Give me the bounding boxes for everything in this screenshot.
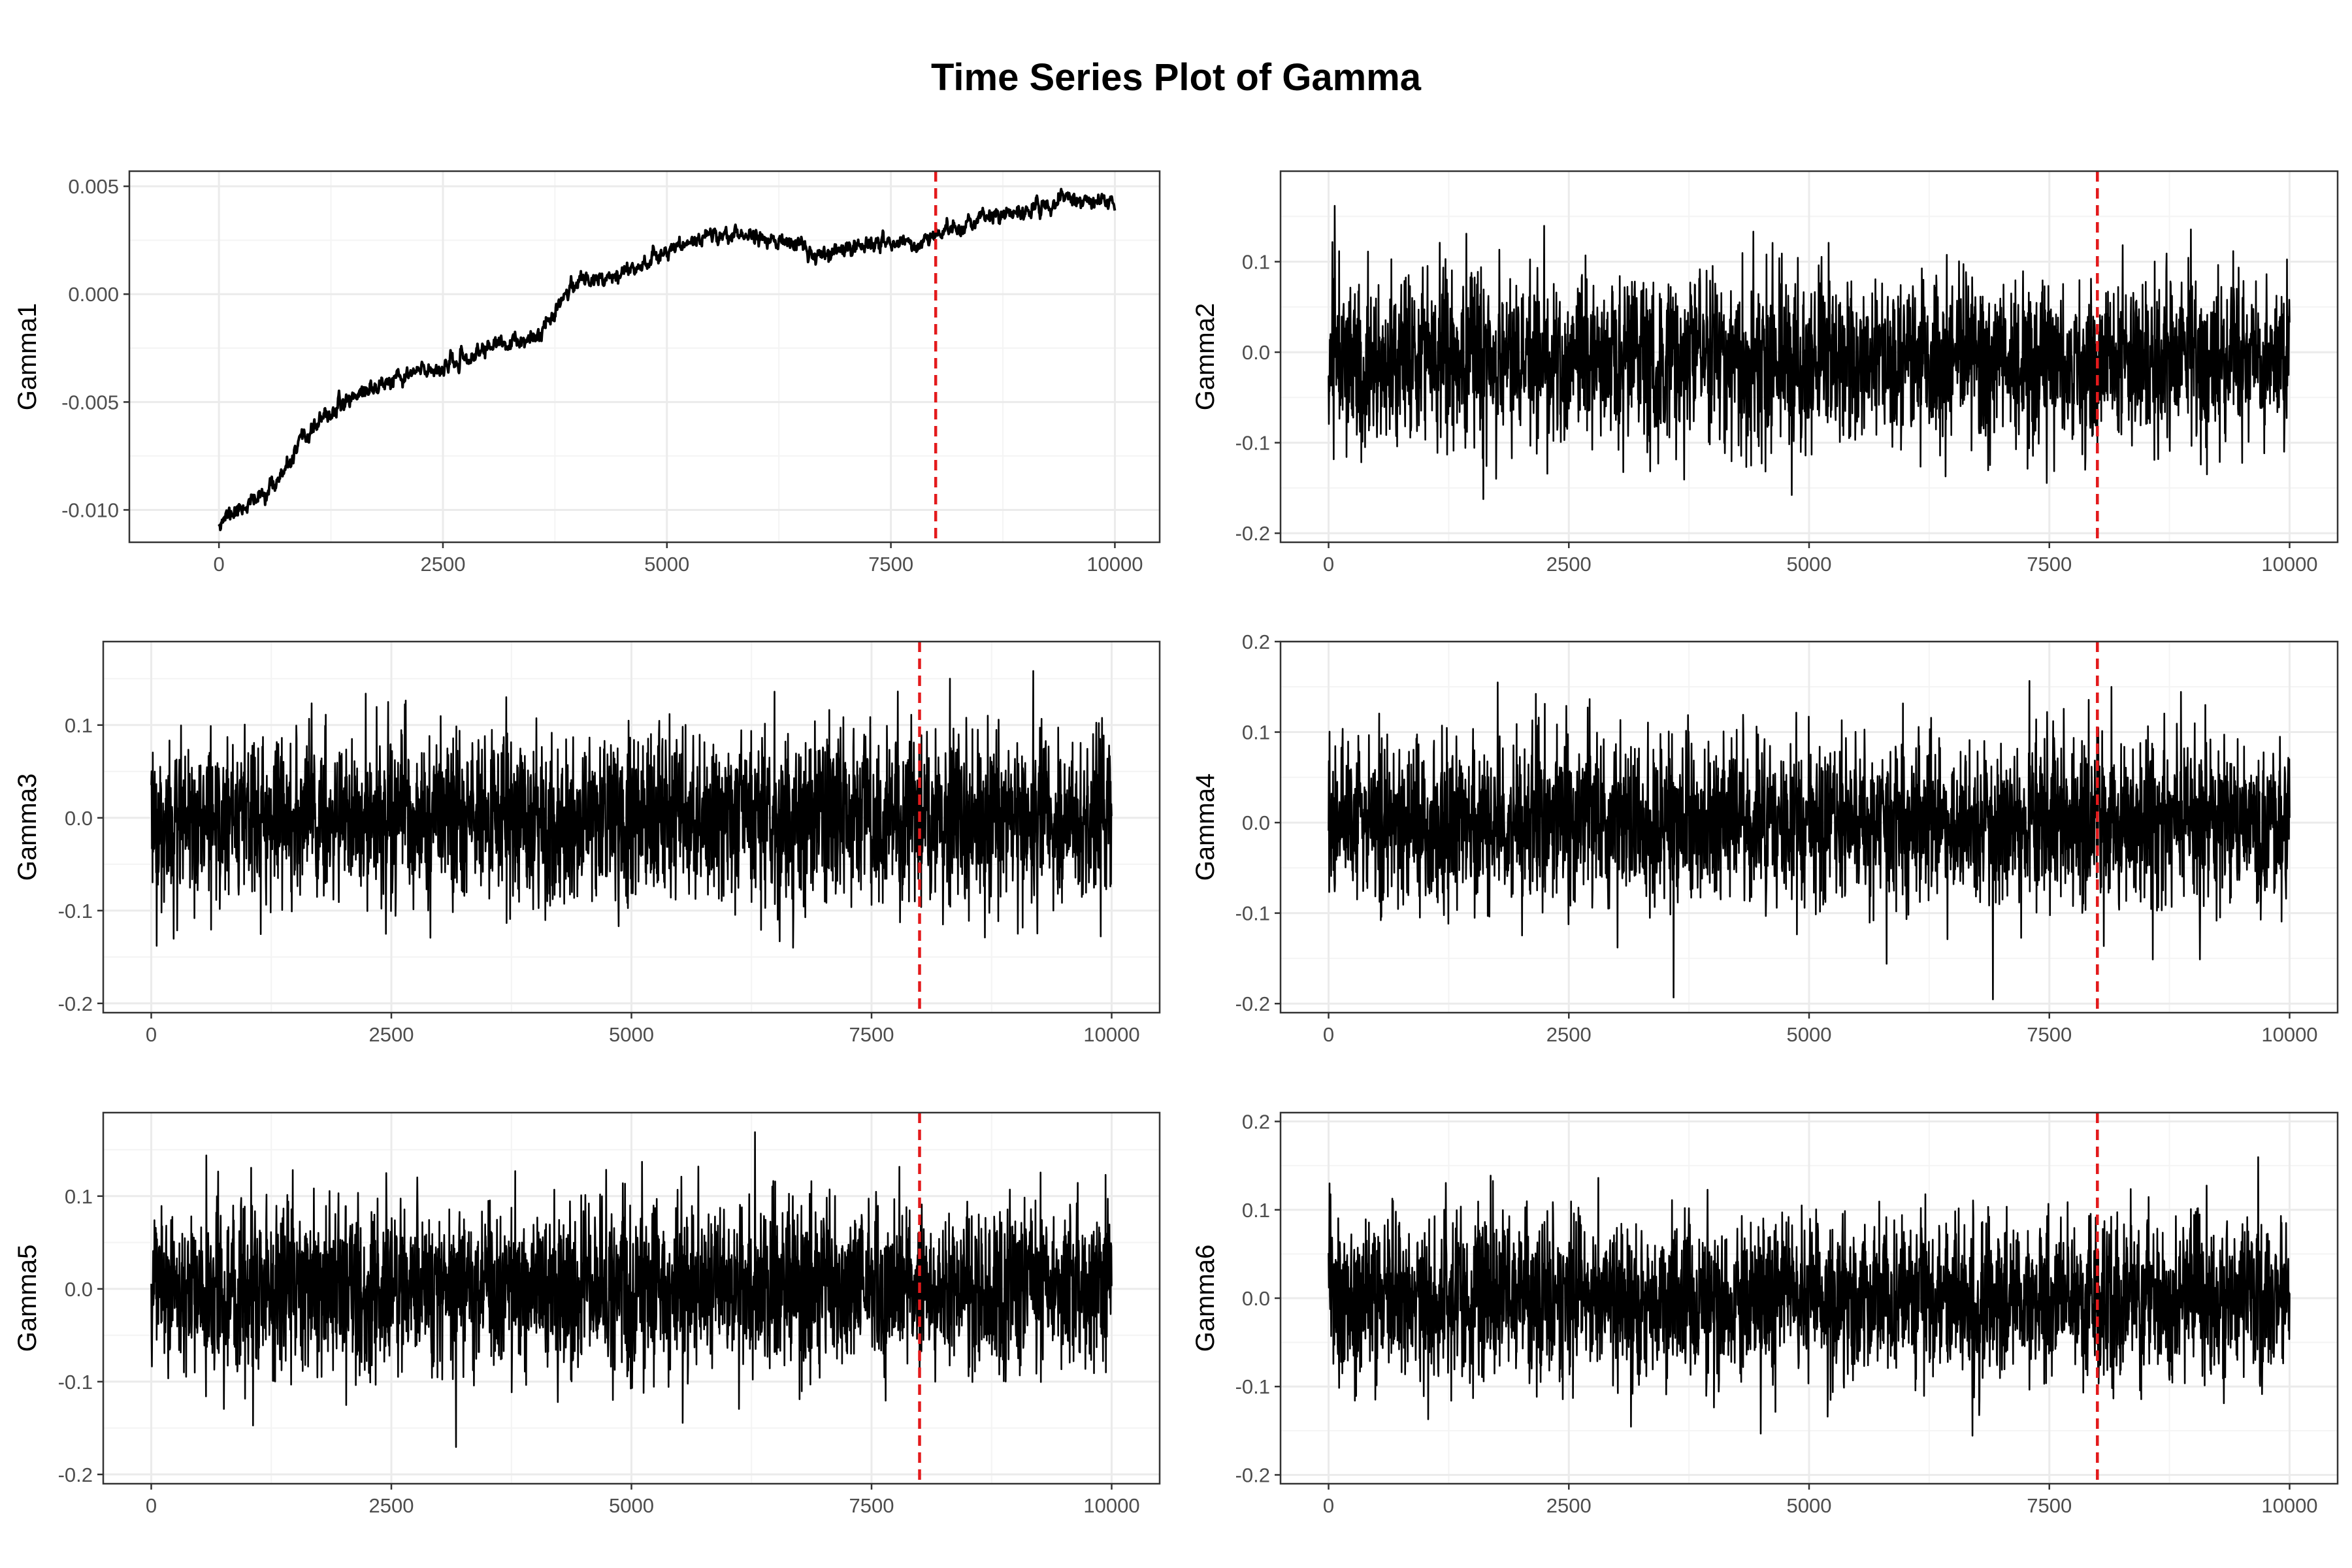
- x-tick-label: 5000: [1787, 1023, 1832, 1046]
- x-tick-label: 2500: [420, 553, 465, 576]
- y-tick-label: 0.1: [1242, 1199, 1270, 1222]
- x-tick-label: 5000: [1787, 553, 1832, 576]
- panel-gamma4: 0 2500 5000 7500 10000 -0.2 -0.1 0.0 0.1 0.2 Gamma…: [1191, 630, 2339, 1046]
- y-tick-label: -0.1: [58, 900, 93, 923]
- x-tick-label: 0: [214, 553, 225, 576]
- x-tick-label: 10000: [1083, 1023, 1139, 1046]
- y-axis-title: Gamma5: [13, 1245, 42, 1352]
- y-tick-label: -0.1: [1235, 1375, 1270, 1398]
- x-tick-label: 7500: [868, 553, 913, 576]
- y-tick-label: 0.0: [65, 1278, 93, 1301]
- y-axis-title: Gamma3: [13, 774, 42, 881]
- y-axis-title: Gamma1: [13, 303, 42, 411]
- y-tick-label: 0.0: [1242, 811, 1270, 834]
- panel-gamma5: 0 2500 5000 7500 10000 -0.2 -0.1 0.0 0.1 Gamma5: [13, 1111, 1161, 1517]
- x-tick-label: 0: [1323, 1023, 1334, 1046]
- panel-gamma6: 0 2500 5000 7500 10000 -0.2 -0.1 0.0 0.1 0.2 Gamma…: [1191, 1111, 2339, 1517]
- x-tick-label: 10000: [2261, 553, 2317, 576]
- x-tick-label: 7500: [849, 1023, 894, 1046]
- series-line-gamma5: [150, 1131, 1113, 1448]
- y-tick-label: -0.2: [1235, 992, 1270, 1015]
- x-tick-label: 10000: [2261, 1023, 2317, 1046]
- chart-title: Time Series Plot of Gamma: [931, 56, 1421, 99]
- panel-gamma3: 0 2500 5000 7500 10000 -0.2 -0.1 0.0 0.1 Gamma3: [13, 640, 1161, 1046]
- x-tick-label: 7500: [2027, 1023, 2072, 1046]
- x-tick-label: 0: [146, 1023, 157, 1046]
- panel-gamma1: 0 2500 5000 7500 10000 -0.010 -0.005 0.000 0.005…: [13, 170, 1161, 576]
- x-tick-label: 2500: [369, 1023, 414, 1046]
- x-tick-label: 5000: [609, 1023, 654, 1046]
- y-tick-label: 0.0: [65, 807, 93, 830]
- y-tick-label: 0.005: [68, 175, 119, 198]
- x-tick-label: 2500: [1546, 553, 1592, 576]
- series-line-gamma4: [1328, 680, 2291, 1000]
- y-tick-label: 0.0: [1242, 341, 1270, 364]
- y-tick-label: 0.1: [1242, 721, 1270, 744]
- x-tick-label: 2500: [1546, 1494, 1592, 1517]
- y-tick-label: 0.1: [65, 1185, 93, 1208]
- x-tick-label: 7500: [2027, 1494, 2072, 1517]
- gridlines: [129, 171, 1160, 542]
- y-tick-label: 0.1: [65, 714, 93, 737]
- y-axis-title: Gamma2: [1191, 303, 1220, 411]
- x-tick-label: 10000: [1083, 1494, 1139, 1517]
- series-line-gamma6: [1328, 1156, 2291, 1437]
- panel-gamma2: 0 2500 5000 7500 10000 -0.2 -0.1 0.0 0.1 Gamma2: [1191, 170, 2339, 576]
- x-tick-label: 10000: [2261, 1494, 2317, 1517]
- y-tick-label: 0.1: [1242, 251, 1270, 274]
- y-tick-label: -0.2: [1235, 1463, 1270, 1486]
- y-tick-label: 0.2: [1242, 1111, 1270, 1134]
- y-tick-label: -0.1: [1235, 432, 1270, 455]
- x-tick-label: 0: [1323, 1494, 1334, 1517]
- x-tick-label: 5000: [609, 1494, 654, 1517]
- y-tick-label: -0.2: [1235, 522, 1270, 545]
- x-tick-label: 0: [146, 1494, 157, 1517]
- x-tick-label: 5000: [644, 553, 689, 576]
- y-tick-label: 0.000: [68, 283, 119, 306]
- series-line-gamma2: [1328, 204, 2291, 500]
- x-tick-label: 10000: [1086, 553, 1143, 576]
- series-line-gamma1: [218, 188, 1117, 532]
- y-tick-label: 0.2: [1242, 630, 1270, 653]
- x-tick-label: 2500: [1546, 1023, 1592, 1046]
- y-tick-label: -0.1: [1235, 902, 1270, 925]
- x-tick-label: 7500: [849, 1494, 894, 1517]
- x-tick-label: 2500: [369, 1494, 414, 1517]
- x-tick-label: 0: [1323, 553, 1334, 576]
- panel-border: [128, 170, 1161, 544]
- y-tick-label: -0.1: [58, 1371, 93, 1394]
- y-tick-label: -0.2: [58, 992, 93, 1015]
- x-tick-label: 7500: [2027, 553, 2072, 576]
- y-axis-title: Gamma6: [1191, 1245, 1220, 1352]
- y-tick-label: -0.005: [61, 391, 119, 414]
- y-tick-label: -0.2: [58, 1463, 93, 1486]
- x-tick-label: 5000: [1787, 1494, 1832, 1517]
- y-axis-title: Gamma4: [1191, 774, 1220, 881]
- y-tick-label: -0.010: [61, 498, 119, 521]
- y-tick-label: 0.0: [1242, 1287, 1270, 1310]
- series-line-gamma3: [150, 670, 1113, 949]
